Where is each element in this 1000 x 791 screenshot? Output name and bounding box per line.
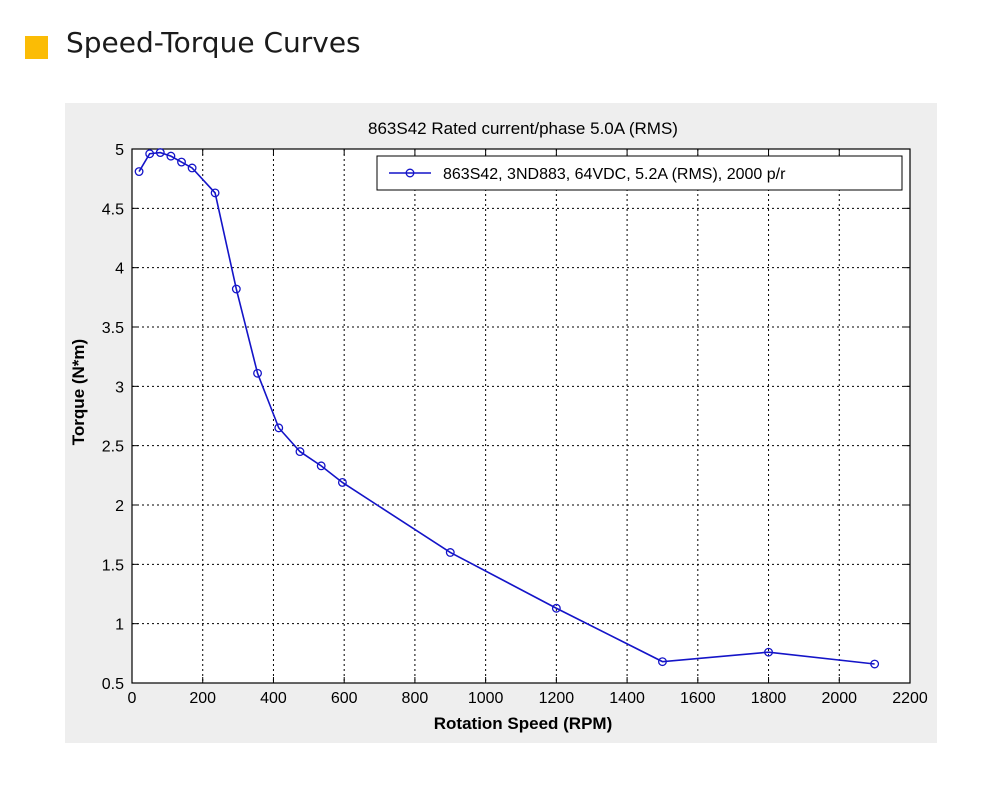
data-point [274,423,284,433]
x-tick-label: 1400 [609,690,645,707]
data-point [316,461,326,471]
x-tick-label: 1000 [468,690,504,707]
data-point [870,659,880,669]
x-tick-label: 400 [260,690,287,707]
data-point [177,157,186,167]
legend: 863S42, 3ND883, 64VDC, 5.2A (RMS), 2000 … [376,155,903,191]
x-axis-label: Rotation Speed (RPM) [434,714,613,733]
series-line [138,151,875,665]
data-point [253,368,262,378]
x-tick-label: 200 [189,690,216,707]
x-tick-label: 800 [402,690,429,707]
plot-background [132,149,910,683]
chart-title: 863S42 Rated current/phase 5.0A (RMS) [368,119,678,138]
section-title: Speed-Torque Curves [66,26,361,59]
data-point [231,284,241,294]
y-axis-label: Torque (N*m) [69,339,88,445]
data-point [187,163,197,173]
chart-figure: 863S42 Rated current/phase 5.0A (RMS) 0 2… [65,103,937,743]
y-tick-label: 2.5 [102,439,124,456]
x-tick-label: 2000 [821,690,857,707]
axes: 0 200 400 600 800 1000 1200 1400 1600 1800 2000 220… [102,142,928,707]
data-point [337,478,347,487]
data-point [155,148,165,158]
x-tick-label: 1600 [680,690,716,707]
y-tick-label: 3.5 [102,320,124,337]
legend-box [376,155,903,191]
y-tick-label: 4.5 [102,201,124,218]
x-tick-label: 0 [128,690,137,707]
data-point [145,149,155,159]
section-marker-icon [25,36,48,59]
y-tick-label: 1.5 [102,557,124,574]
x-tick-label: 2200 [892,690,928,707]
data-series [134,148,880,669]
data-point [295,447,305,457]
data-point [658,657,667,667]
data-point [764,647,773,657]
speed-torque-chart: 863S42 Rated current/phase 5.0A (RMS) 0 2… [65,103,937,743]
section-header: Speed-Torque Curves [0,0,1000,90]
x-tick-label: 600 [331,690,358,707]
plot-frame [131,148,911,684]
x-tick-label: 1200 [539,690,575,707]
legend-marker-swatch [405,168,415,178]
data-point [134,167,144,176]
legend-entry-label: 863S42, 3ND883, 64VDC, 5.2A (RMS), 2000 … [443,166,786,183]
data-point [445,548,455,557]
y-tick-label: 4 [115,261,124,278]
grid-lines [132,149,910,683]
data-point [166,151,176,161]
plot-area [132,149,910,683]
y-tick-label: 1 [115,617,124,634]
y-tick-label: 0.5 [102,676,124,693]
y-tick-label: 5 [115,142,124,159]
y-tick-label: 3 [115,379,124,396]
data-point [551,603,561,613]
y-tick-label: 2 [115,498,124,515]
data-point [210,188,220,198]
x-tick-label: 1800 [751,690,787,707]
